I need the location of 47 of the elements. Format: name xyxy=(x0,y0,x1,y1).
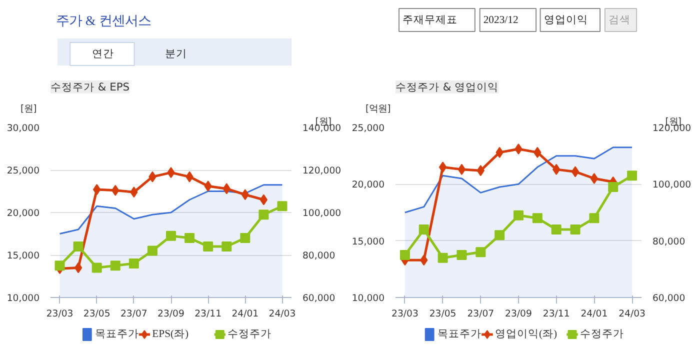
y-tick-label: 25,000 xyxy=(352,123,385,134)
legend-label: 목표주가 xyxy=(94,328,139,340)
y2-tick-label: 100,000 xyxy=(652,180,692,191)
y-tick-label: 25,000 xyxy=(6,166,40,176)
legend-label: 목표주가 xyxy=(437,328,482,340)
y-tick-label: 15,000 xyxy=(352,236,385,248)
text: 검색 xyxy=(608,14,630,26)
chart-title: 수정주가 & 영업이익 xyxy=(396,80,499,94)
y-tick-label: 15,000 xyxy=(6,250,40,262)
x-tick-label: 24/01 xyxy=(232,308,259,320)
x-tick-label: 23/11 xyxy=(194,308,222,320)
x-tick-label: 24/01 xyxy=(580,308,608,320)
x-tick-label: 24/03 xyxy=(268,308,296,320)
x-tick-label: 24/03 xyxy=(618,308,646,320)
y2-tick-label: 100,000 xyxy=(302,208,342,219)
x-tick-label: 23/09 xyxy=(158,308,185,320)
legend-label: EPS(좌) xyxy=(152,328,190,340)
y-axis-title: [억원] xyxy=(366,104,391,114)
text: 2023/12 xyxy=(483,15,518,26)
text: 주가 & 컨센서스 xyxy=(56,13,152,28)
x-tick-label: 23/07 xyxy=(467,308,494,320)
y2-tick-label: 120,000 xyxy=(302,166,342,176)
y2-tick-label: 60,000 xyxy=(652,293,686,304)
y2-tick-label: 80,000 xyxy=(652,236,686,248)
text: 분기 xyxy=(165,48,188,60)
text: 영업이익 xyxy=(544,14,588,26)
y-axis-title: [원] xyxy=(20,104,37,114)
y-tick-label: 10,000 xyxy=(6,293,40,304)
x-tick-label: 23/03 xyxy=(46,308,74,320)
y2-tick-label: 60,000 xyxy=(302,293,336,304)
x-tick-label: 23/07 xyxy=(120,308,148,320)
y2-tick-label: 80,000 xyxy=(302,250,336,262)
x-tick-label: 23/05 xyxy=(83,308,110,320)
y-tick-label: 10,000 xyxy=(352,293,385,304)
x-tick-label: 23/03 xyxy=(392,308,418,320)
x-tick-label: 23/05 xyxy=(429,308,456,320)
y-tick-label: 20,000 xyxy=(6,208,40,219)
text: 연간 xyxy=(92,48,114,60)
y-tick-label: 30,000 xyxy=(6,123,40,134)
chart-title: 수정주가 & EPS xyxy=(50,80,130,94)
legend-label: 수정주가 xyxy=(228,328,272,340)
x-tick-label: 23/11 xyxy=(542,308,570,320)
text: 주재무제표 xyxy=(402,14,458,26)
legend-label: 수정주가 xyxy=(580,328,624,340)
x-tick-label: 23/09 xyxy=(505,308,532,320)
y-tick-label: 20,000 xyxy=(352,180,385,191)
legend-label: 영업이익(좌) xyxy=(494,328,558,340)
